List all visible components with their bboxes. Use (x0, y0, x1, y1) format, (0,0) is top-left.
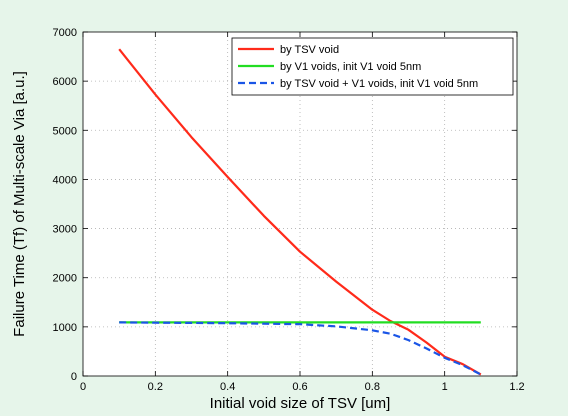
series-line-1 (118, 48, 482, 376)
legend-box (231, 37, 514, 96)
x-axis-label: Initial void size of TSV [um] (210, 395, 391, 412)
data-series (118, 48, 482, 376)
legend-label: by TSV void + V1 voids, init V1 void 5nm (280, 78, 478, 90)
legend: by TSV void by V1 voids, init V1 void 5nm… (231, 37, 514, 96)
x-tick-label: 0.4 (220, 381, 235, 393)
x-tick-label: 0 (80, 381, 86, 393)
x-tick-label: 1 (442, 381, 448, 393)
y-tick-label: 6000 (53, 76, 77, 88)
x-tick-label: 1.2 (509, 381, 524, 393)
series-line-3 (119, 321, 482, 376)
x-tick-label: 0.8 (365, 381, 380, 393)
legend-label: by V1 voids, init V1 void 5nm (280, 61, 421, 73)
y-tick-label: 2000 (53, 273, 77, 285)
x-tick-label: 0.2 (148, 381, 163, 393)
legend-label: by TSV void (280, 44, 339, 56)
axis-ticks: 0 0.2 0.4 0.6 0.8 1 1.2 0 1000 2000 3000 4000 5000 60… (53, 27, 525, 393)
y-tick-label: 7000 (53, 27, 77, 39)
y-tick-label: 0 (71, 371, 77, 383)
y-axis-label: Failure Time (Tf) of Multi-scale Via [a.… (11, 71, 28, 337)
y-tick-label: 4000 (53, 174, 77, 186)
y-tick-label: 1000 (53, 322, 77, 334)
y-tick-label: 5000 (53, 125, 77, 137)
y-tick-label: 3000 (53, 224, 77, 236)
x-tick-label: 0.6 (292, 381, 307, 393)
